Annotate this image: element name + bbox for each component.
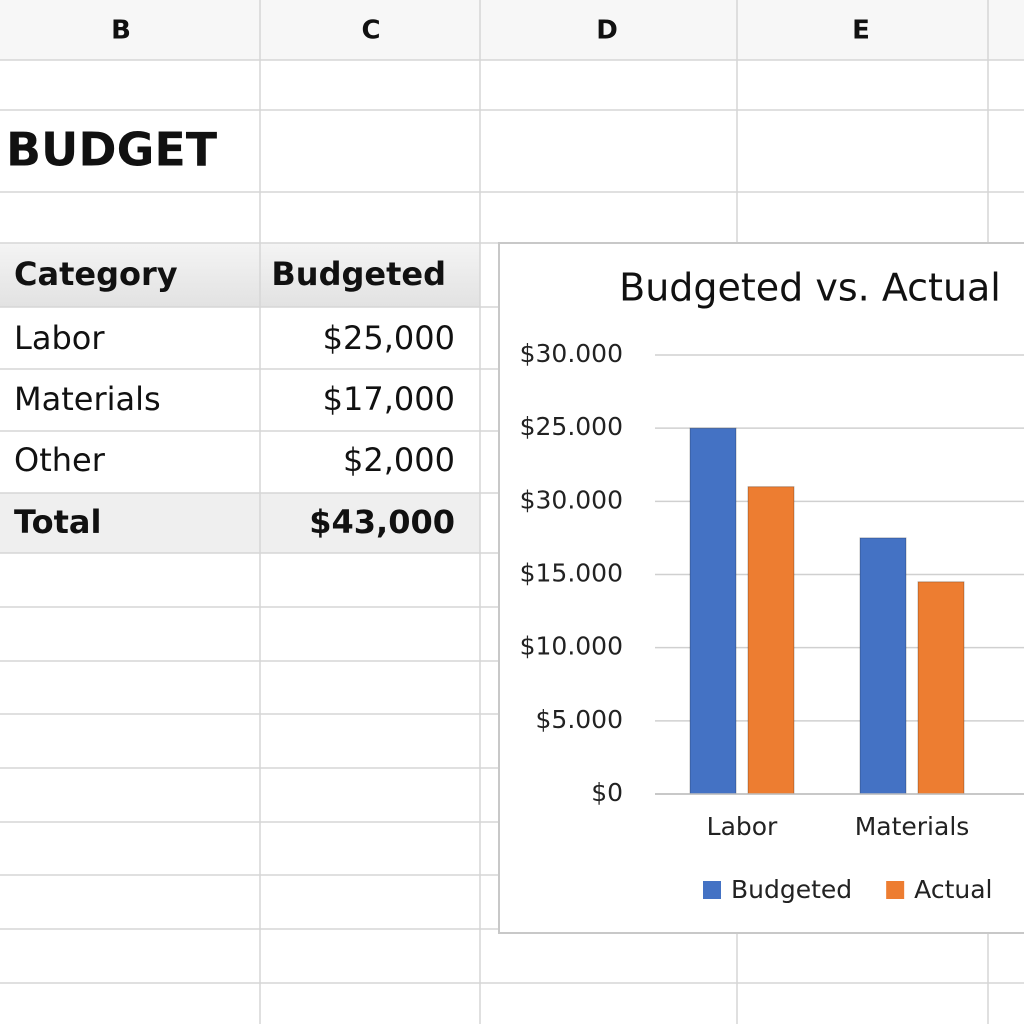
y-tick-label: $15.000	[520, 559, 623, 588]
cell[interactable]: Labor	[14, 319, 105, 357]
total-cell[interactable]: $43,000	[309, 503, 455, 541]
chart[interactable]: Budgeted vs. Actual $0 $5.000 $10.000 $15.0…	[498, 242, 1024, 934]
column-header[interactable]: D	[596, 16, 618, 46]
cell[interactable]: Materials	[14, 380, 161, 418]
y-tick-label: $30.000	[520, 339, 623, 368]
bar	[747, 486, 795, 795]
bar	[859, 537, 907, 795]
legend-label: Budgeted	[731, 875, 852, 904]
total-row-fill	[0, 493, 480, 553]
column-header[interactable]: E	[852, 16, 870, 46]
x-tick-label: Labor	[707, 812, 778, 841]
y-tick-label: $25.000	[520, 412, 623, 441]
header-cell[interactable]: Category	[14, 255, 178, 293]
y-tick-label: $30.000	[520, 485, 623, 514]
legend-swatch	[886, 881, 905, 899]
cell[interactable]: Other	[14, 441, 106, 479]
legend-label: Actual	[914, 875, 992, 904]
y-tick-label: $10.000	[520, 632, 623, 661]
column-header[interactable]: C	[361, 16, 380, 46]
total-cell[interactable]: Total	[14, 503, 101, 541]
table-header-fill	[0, 243, 480, 307]
x-tick-label: Materials	[855, 812, 970, 841]
cell[interactable]: $2,000	[343, 441, 455, 479]
bar	[689, 427, 737, 795]
y-tick-label: $0	[591, 778, 623, 807]
column-header-bar	[0, 0, 1024, 60]
cell[interactable]: $17,000	[323, 380, 455, 418]
legend-swatch	[703, 881, 721, 899]
cell[interactable]: $25,000	[323, 319, 455, 357]
chart-title: Budgeted vs. Actual	[619, 266, 1001, 310]
sheet-title[interactable]: BUDGET	[6, 123, 218, 177]
column-header[interactable]: B	[111, 16, 131, 46]
header-cell[interactable]: Budgeted	[271, 255, 446, 293]
y-tick-label: $5.000	[536, 705, 623, 734]
bar	[917, 581, 965, 795]
